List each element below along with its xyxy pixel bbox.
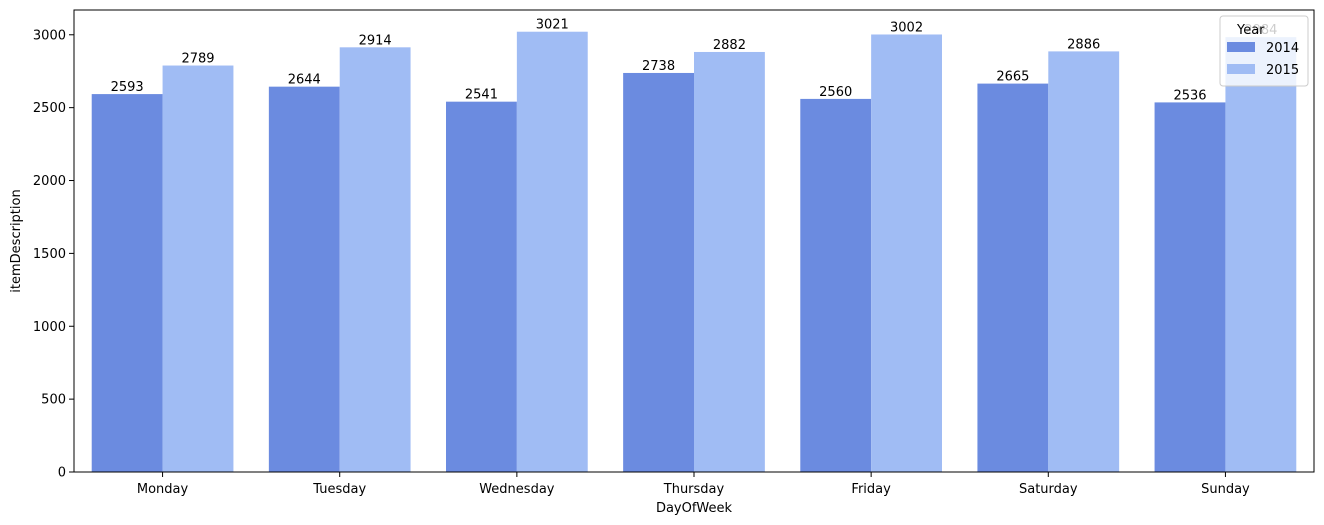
data-label-sunday-2014: 2536 <box>1173 88 1206 103</box>
data-label-thursday-2015: 2882 <box>713 38 746 53</box>
x-axis-title: DayOfWeek <box>656 501 733 516</box>
bar-wednesday-2014 <box>446 101 517 473</box>
x-tick-label-sunday: Sunday <box>1201 482 1250 497</box>
legend-swatch-2014 <box>1227 42 1255 52</box>
y-axis-title: itemDescription <box>9 189 24 292</box>
bar-thursday-2014 <box>623 72 694 473</box>
data-label-monday-2015: 2789 <box>181 52 214 67</box>
data-label-saturday-2014: 2665 <box>996 70 1029 85</box>
y-tick-label: 1000 <box>33 320 66 335</box>
bar-monday-2014 <box>91 94 163 472</box>
legend-title: Year <box>1236 23 1265 38</box>
data-label-thursday-2014: 2738 <box>642 59 675 74</box>
y-tick-label: 2500 <box>33 101 66 116</box>
bar-sunday-2015 <box>1225 37 1297 473</box>
legend-swatch-2015 <box>1227 64 1255 74</box>
data-label-friday-2014: 2560 <box>819 85 852 100</box>
bar-thursday-2015 <box>694 51 765 472</box>
legend: Year 2014 2015 <box>1219 15 1309 87</box>
data-label-wednesday-2014: 2541 <box>465 88 498 103</box>
data-label-friday-2015: 3002 <box>890 20 923 35</box>
legend-label-2015: 2015 <box>1266 63 1299 78</box>
data-label-tuesday-2015: 2914 <box>359 33 392 48</box>
bar-friday-2014 <box>800 98 872 473</box>
x-tick-label-saturday: Saturday <box>1019 482 1078 497</box>
data-label-saturday-2015: 2886 <box>1067 37 1100 52</box>
bar-wednesday-2015 <box>516 31 588 472</box>
y-tick-label: 500 <box>41 393 66 408</box>
x-tick-label-wednesday: Wednesday <box>479 482 555 497</box>
y-tick-label: 1500 <box>33 247 66 262</box>
bar-saturday-2014 <box>977 83 1049 472</box>
x-tick-label-friday: Friday <box>851 482 891 497</box>
data-label-monday-2014: 2593 <box>111 80 144 95</box>
bar-tuesday-2015 <box>339 47 411 473</box>
bar-saturday-2015 <box>1048 51 1120 472</box>
bar-friday-2015 <box>871 34 942 472</box>
data-label-tuesday-2014: 2644 <box>288 73 321 88</box>
legend-label-2014: 2014 <box>1266 41 1299 56</box>
bars-layer <box>91 31 1297 473</box>
x-tick-label-tuesday: Tuesday <box>312 482 366 497</box>
bar-monday-2015 <box>162 65 234 472</box>
y-tick-label: 0 <box>58 466 66 481</box>
x-tick-label-thursday: Thursday <box>663 482 725 497</box>
bar-tuesday-2014 <box>268 86 340 472</box>
y-tick-label: 3000 <box>33 28 66 43</box>
y-tick-label: 2000 <box>33 174 66 189</box>
x-axis: Monday Tuesday Wednesday Thursday Friday Satu… <box>137 472 1250 497</box>
y-axis: 0 500 1000 1500 2000 2500 3000 <box>33 28 74 481</box>
x-tick-label-monday: Monday <box>137 482 189 497</box>
bar-sunday-2014 <box>1154 102 1226 473</box>
data-label-wednesday-2015: 3021 <box>536 18 569 33</box>
